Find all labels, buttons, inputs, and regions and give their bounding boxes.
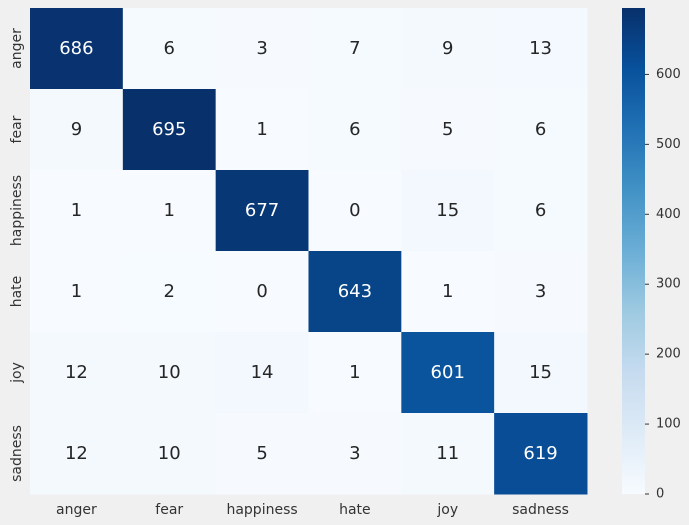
y-tick-label: happiness — [9, 175, 25, 246]
colorbar-gradient — [622, 8, 645, 494]
heatmap-cell-values: 686 6 3 7 9 139 695 1 6 5 61 1 677 0 15 61 2 0 643 1 312 10 14… — [59, 38, 558, 464]
heatmap-cell — [308, 251, 402, 333]
heatmap-cell-value: 3 — [535, 281, 546, 302]
x-axis-tick-labels: anger fear happiness hate joy sadness — [56, 502, 569, 518]
x-tick-label: happiness — [226, 502, 297, 518]
heatmap-cell — [494, 251, 588, 333]
heatmap-cell-value: 12 — [65, 362, 88, 383]
heatmap-cell-value: 3 — [256, 38, 267, 59]
heatmap-cell — [308, 89, 402, 171]
colorbar-tick-label: 500 — [656, 137, 681, 152]
heatmap-cell-value: 11 — [436, 443, 459, 464]
heatmap-cell — [215, 332, 309, 414]
colorbar-tick-label: 0 — [656, 487, 664, 502]
heatmap-cell-value: 6 — [164, 38, 175, 59]
heatmap-cell — [401, 332, 495, 414]
heatmap-cell — [122, 413, 217, 495]
heatmap-cell — [122, 89, 217, 171]
x-tick-label: sadness — [512, 502, 569, 518]
heatmap-cell — [494, 89, 588, 171]
heatmap-cell-value: 2 — [164, 281, 175, 302]
heatmap-cell — [30, 332, 124, 414]
heatmap-cell-value: 9 — [442, 38, 453, 59]
x-tick-label: anger — [56, 502, 97, 518]
heatmap-cell — [308, 170, 402, 252]
y-axis-tick-labels: anger fear happiness hate joy sadness — [9, 28, 25, 482]
heatmap-cell-value: 0 — [349, 200, 360, 221]
heatmap-cell — [401, 413, 495, 495]
heatmap-cell-value: 14 — [251, 362, 274, 383]
heatmap-cell-value: 5 — [442, 119, 453, 140]
heatmap-cell-value: 3 — [349, 443, 360, 464]
heatmap-cells — [30, 8, 588, 495]
colorbar: 0 100 200 300 400 500 600 — [622, 8, 681, 502]
heatmap-cell — [215, 8, 309, 90]
heatmap-cell — [215, 413, 309, 495]
heatmap-cell — [215, 89, 309, 171]
y-tick-label: anger — [9, 28, 25, 69]
heatmap-cell — [494, 413, 588, 495]
heatmap-cell — [401, 170, 495, 252]
heatmap-cell-value: 1 — [256, 119, 267, 140]
colorbar-tick-label: 400 — [656, 207, 681, 222]
heatmap-cell-value: 601 — [431, 362, 465, 383]
heatmap-cell — [122, 8, 217, 90]
heatmap-cell-value: 6 — [535, 200, 546, 221]
heatmap-cell-value: 10 — [158, 362, 181, 383]
heatmap-cell — [308, 8, 402, 90]
heatmap-cell-value: 1 — [71, 200, 82, 221]
colorbar-tick-label: 100 — [656, 417, 681, 432]
heatmap-cell — [30, 251, 124, 333]
heatmap-cell-value: 643 — [338, 281, 372, 302]
heatmap-cell-value: 9 — [71, 119, 82, 140]
heatmap-cell-value: 7 — [349, 38, 360, 59]
heatmap-cell-value: 686 — [59, 38, 93, 59]
heatmap-cell — [308, 413, 402, 495]
heatmap-cell-value: 5 — [256, 443, 267, 464]
heatmap-cell — [215, 251, 309, 333]
heatmap-cell-value: 6 — [349, 119, 360, 140]
heatmap-cell-value: 15 — [529, 362, 552, 383]
y-tick-label: hate — [9, 276, 25, 308]
heatmap-cell — [494, 8, 588, 90]
heatmap-cell-value: 1 — [349, 362, 360, 383]
heatmap-cell-value: 619 — [523, 443, 557, 464]
colorbar-tick-label: 600 — [656, 67, 681, 82]
heatmap-cell — [122, 170, 217, 252]
y-tick-label: fear — [9, 115, 25, 143]
heatmap-cell-value: 0 — [256, 281, 267, 302]
heatmap-cell-value: 6 — [535, 119, 546, 140]
heatmap-cell — [122, 251, 217, 333]
colorbar-tick-label: 300 — [656, 277, 681, 292]
heatmap-cell-value: 1 — [442, 281, 453, 302]
heatmap-cell — [401, 89, 495, 171]
heatmap-cell — [30, 8, 124, 90]
heatmap-cell — [308, 332, 402, 414]
heatmap-cell — [215, 170, 309, 252]
heatmap-cell-value: 1 — [71, 281, 82, 302]
heatmap-cell-value: 1 — [164, 200, 175, 221]
heatmap-cell-value: 695 — [152, 119, 186, 140]
heatmap-cell-value: 13 — [529, 38, 552, 59]
y-tick-label: sadness — [9, 425, 25, 482]
x-tick-label: hate — [339, 502, 371, 518]
heatmap-cell — [401, 251, 495, 333]
heatmap-cell — [30, 89, 124, 171]
heatmap-cell — [30, 170, 124, 252]
heatmap-cell-value: 10 — [158, 443, 181, 464]
colorbar-tick-label: 200 — [656, 347, 681, 362]
heatmap-cell — [494, 170, 588, 252]
heatmap-cell-value: 677 — [245, 200, 279, 221]
heatmap-cell — [401, 8, 495, 90]
heatmap-cell-value: 15 — [436, 200, 459, 221]
heatmap-cell — [30, 413, 124, 495]
x-tick-label: fear — [155, 502, 183, 518]
x-tick-label: joy — [436, 502, 458, 518]
heatmap-cell — [494, 332, 588, 414]
colorbar-tick-labels: 0 100 200 300 400 500 600 — [645, 67, 681, 502]
heatmap-cell-value: 12 — [65, 443, 88, 464]
y-tick-label: joy — [9, 362, 25, 384]
heatmap-cell — [122, 332, 217, 414]
